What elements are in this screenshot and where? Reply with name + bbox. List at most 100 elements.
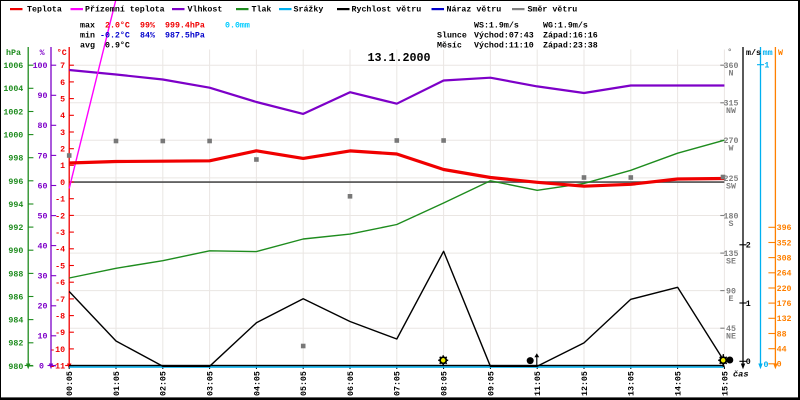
svg-text:994: 994 bbox=[8, 201, 23, 210]
svg-text:0.0mm: 0.0mm bbox=[225, 21, 250, 30]
svg-text:1: 1 bbox=[746, 300, 751, 309]
svg-text:W: W bbox=[729, 145, 734, 154]
svg-text:Teplota: Teplota bbox=[27, 4, 62, 14]
svg-text:SE: SE bbox=[726, 257, 736, 266]
svg-text:m/s: m/s bbox=[746, 48, 761, 58]
svg-text:Směr větru: Směr větru bbox=[528, 4, 578, 14]
svg-text:08:05: 08:05 bbox=[441, 371, 450, 396]
svg-text:180: 180 bbox=[724, 212, 739, 221]
svg-text:NE: NE bbox=[726, 333, 736, 342]
svg-text:-3: -3 bbox=[55, 229, 65, 238]
svg-text:40: 40 bbox=[38, 243, 48, 252]
svg-text:999.4hPa: 999.4hPa bbox=[165, 20, 205, 30]
svg-text:-9: -9 bbox=[55, 329, 65, 338]
svg-text:čas: čas bbox=[733, 369, 748, 379]
svg-text:13:05: 13:05 bbox=[628, 371, 637, 396]
svg-text:-5: -5 bbox=[55, 262, 65, 271]
svg-text:°C: °C bbox=[57, 49, 67, 58]
svg-text:1006: 1006 bbox=[3, 62, 23, 71]
svg-text:min: min bbox=[80, 30, 95, 40]
svg-text:05:05: 05:05 bbox=[300, 371, 309, 396]
svg-text:980: 980 bbox=[8, 363, 23, 372]
svg-text:Západ:23:38: Západ:23:38 bbox=[543, 40, 598, 50]
svg-text:NW: NW bbox=[726, 107, 736, 116]
svg-text:13.1.2000: 13.1.2000 bbox=[367, 51, 430, 65]
svg-text:11:05: 11:05 bbox=[534, 371, 543, 396]
svg-text:1: 1 bbox=[60, 162, 65, 171]
svg-text:0: 0 bbox=[39, 363, 44, 372]
svg-text:990: 990 bbox=[8, 247, 23, 256]
svg-text:132: 132 bbox=[777, 315, 792, 324]
svg-text:03:05: 03:05 bbox=[207, 371, 216, 396]
svg-text:1: 1 bbox=[764, 62, 769, 71]
svg-text:-8: -8 bbox=[55, 312, 65, 321]
svg-text:986: 986 bbox=[8, 293, 23, 302]
svg-text:15:05: 15:05 bbox=[721, 371, 730, 396]
svg-text:12:05: 12:05 bbox=[581, 371, 590, 396]
svg-text:220: 220 bbox=[777, 285, 792, 294]
svg-text:-7: -7 bbox=[55, 296, 65, 305]
svg-text:mm: mm bbox=[763, 49, 773, 58]
svg-text:hPa: hPa bbox=[6, 48, 21, 58]
svg-text:2: 2 bbox=[60, 146, 65, 155]
svg-text:Východ:11:10: Východ:11:10 bbox=[474, 40, 534, 50]
svg-text:44: 44 bbox=[777, 346, 787, 355]
svg-text:6: 6 bbox=[60, 79, 65, 88]
svg-text:0.9°C: 0.9°C bbox=[105, 41, 130, 50]
svg-text:100: 100 bbox=[33, 62, 48, 71]
svg-text:-10: -10 bbox=[50, 346, 65, 355]
svg-text:Západ:16:16: Západ:16:16 bbox=[543, 30, 598, 40]
svg-text:225: 225 bbox=[724, 175, 739, 184]
svg-text:270: 270 bbox=[724, 137, 739, 146]
svg-text:84%: 84% bbox=[140, 31, 155, 40]
svg-text:%: % bbox=[40, 49, 45, 58]
svg-text:0: 0 bbox=[777, 361, 782, 370]
svg-text:996: 996 bbox=[8, 178, 23, 187]
svg-text:W: W bbox=[778, 49, 783, 58]
svg-text:Tlak: Tlak bbox=[252, 4, 272, 14]
svg-text:3: 3 bbox=[60, 129, 65, 138]
svg-text:°: ° bbox=[727, 48, 732, 57]
svg-text:E: E bbox=[729, 295, 734, 304]
svg-text:988: 988 bbox=[8, 270, 23, 279]
svg-text:Rychlost větru: Rychlost větru bbox=[352, 4, 422, 14]
svg-text:07:05: 07:05 bbox=[394, 371, 403, 396]
svg-text:-6: -6 bbox=[55, 279, 65, 288]
svg-text:396: 396 bbox=[777, 224, 792, 233]
svg-text:-1: -1 bbox=[55, 196, 65, 205]
svg-text:315: 315 bbox=[724, 100, 739, 109]
svg-text:02:05: 02:05 bbox=[160, 371, 169, 396]
svg-text:-4: -4 bbox=[55, 246, 65, 255]
svg-text:984: 984 bbox=[8, 317, 23, 326]
svg-text:30: 30 bbox=[38, 273, 48, 282]
svg-text:2: 2 bbox=[746, 242, 751, 251]
svg-text:308: 308 bbox=[777, 255, 792, 264]
svg-text:0: 0 bbox=[746, 358, 751, 367]
svg-text:60: 60 bbox=[38, 182, 48, 191]
svg-text:-0.2°C: -0.2°C bbox=[100, 31, 130, 40]
svg-text:4: 4 bbox=[60, 112, 65, 121]
svg-text:1002: 1002 bbox=[3, 108, 23, 117]
svg-text:135: 135 bbox=[724, 250, 739, 259]
svg-text:WG:1.9m/s: WG:1.9m/s bbox=[543, 20, 588, 30]
svg-text:987.5hPa: 987.5hPa bbox=[165, 30, 205, 40]
svg-text:09:05: 09:05 bbox=[487, 371, 496, 396]
svg-text:avg: avg bbox=[80, 41, 95, 50]
svg-text:Náraz větru: Náraz větru bbox=[447, 4, 502, 14]
svg-text:1004: 1004 bbox=[3, 85, 23, 94]
svg-text:360: 360 bbox=[724, 62, 739, 71]
svg-text:06:05: 06:05 bbox=[347, 371, 356, 396]
svg-text:0: 0 bbox=[60, 179, 65, 188]
svg-text:90: 90 bbox=[38, 92, 48, 101]
svg-text:Srážky: Srážky bbox=[294, 4, 324, 14]
svg-text:45: 45 bbox=[726, 325, 736, 334]
svg-text:5: 5 bbox=[60, 96, 65, 105]
svg-text:20: 20 bbox=[38, 303, 48, 312]
svg-text:01:05: 01:05 bbox=[113, 371, 122, 396]
svg-text:992: 992 bbox=[8, 224, 23, 233]
svg-text:99%: 99% bbox=[140, 21, 155, 30]
svg-text:SW: SW bbox=[726, 182, 736, 191]
svg-text:1000: 1000 bbox=[3, 132, 23, 141]
svg-text:Měsíc: Měsíc bbox=[437, 40, 462, 50]
svg-text:-11: -11 bbox=[50, 363, 65, 372]
